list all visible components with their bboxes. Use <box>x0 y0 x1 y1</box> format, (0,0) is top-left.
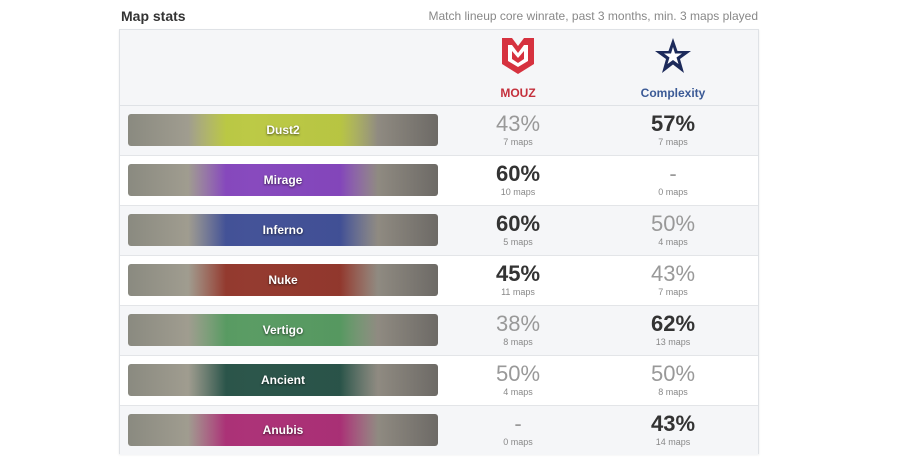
winrate-cell: -0 maps <box>613 161 733 197</box>
map-tint <box>188 214 378 246</box>
map-name: Anubis <box>262 423 304 437</box>
map-banner: Dust2 <box>128 114 438 146</box>
winrate-cell: 43% 7 maps <box>613 261 733 297</box>
map-banner: Vertigo <box>128 314 438 346</box>
map-row: Ancient 50% 4 maps 50% 8 maps <box>120 356 758 406</box>
map-banner: Inferno <box>128 214 438 246</box>
map-tint <box>188 164 378 196</box>
winrate: 38% <box>495 311 541 336</box>
winrate: 50% <box>495 361 541 386</box>
map-banner: Ancient <box>128 364 438 396</box>
maps-played: 7 maps <box>503 137 533 147</box>
team-logo <box>655 38 691 73</box>
map-row: Anubis -0 maps 43% 14 maps <box>120 406 758 455</box>
winrate: 43% <box>650 261 696 286</box>
map-row: Mirage 60% 10 maps -0 maps <box>120 156 758 206</box>
map-tint <box>188 264 378 296</box>
winrate-cell: 50% 4 maps <box>458 361 578 397</box>
winrate: 50% <box>650 361 696 386</box>
map-name: Ancient <box>260 373 305 387</box>
winrate-cell: 60% 5 maps <box>458 211 578 247</box>
maps-played: 4 maps <box>503 387 533 397</box>
winrate: 43% <box>495 111 541 136</box>
map-name: Inferno <box>262 223 304 237</box>
winrate-cell: 50% 4 maps <box>613 211 733 247</box>
subtitle: Match lineup core winrate, past 3 months… <box>428 9 759 23</box>
stats-table: MOUZ Complexity Dust2 43% 7 maps 57% 7 maps M… <box>119 29 759 455</box>
maps-played: 0 maps <box>658 187 688 197</box>
team-logo <box>502 38 534 74</box>
winrate-cell: 60% 10 maps <box>458 161 578 197</box>
team-name: MOUZ <box>500 86 536 100</box>
team-header: MOUZ <box>458 36 578 100</box>
team-name: Complexity <box>640 86 706 100</box>
winrate: 50% <box>650 211 696 236</box>
winrate: 60% <box>495 161 541 186</box>
map-tint <box>188 364 378 396</box>
maps-played: 7 maps <box>658 137 688 147</box>
maps-played: 8 maps <box>658 387 688 397</box>
title: Map stats <box>121 8 186 24</box>
maps-played: 13 maps <box>655 337 691 347</box>
winrate: - <box>669 161 677 186</box>
team-header: Complexity <box>613 36 733 100</box>
map-tint <box>188 114 378 146</box>
map-banner: Anubis <box>128 414 438 446</box>
winrate-cell: -0 maps <box>458 411 578 447</box>
maps-played: 5 maps <box>503 237 533 247</box>
winrate-cell: 45% 11 maps <box>458 261 578 297</box>
winrate-cell: 57% 7 maps <box>613 111 733 147</box>
winrate-cell: 38% 8 maps <box>458 311 578 347</box>
winrate: 45% <box>495 261 541 286</box>
map-name: Dust2 <box>266 123 300 137</box>
map-tint <box>188 414 378 446</box>
map-row: Vertigo 38% 8 maps 62% 13 maps <box>120 306 758 356</box>
maps-played: 8 maps <box>503 337 533 347</box>
winrate: 62% <box>650 311 696 336</box>
maps-played: 7 maps <box>658 287 688 297</box>
winrate: 57% <box>650 111 696 136</box>
winrate-cell: 43% 7 maps <box>458 111 578 147</box>
winrate: 60% <box>495 211 541 236</box>
maps-played: 10 maps <box>500 187 536 197</box>
map-row: Dust2 43% 7 maps 57% 7 maps <box>120 106 758 156</box>
map-name: Nuke <box>268 273 298 287</box>
winrate-cell: 50% 8 maps <box>613 361 733 397</box>
map-row: Inferno 60% 5 maps 50% 4 maps <box>120 206 758 256</box>
map-tint <box>188 314 378 346</box>
maps-played: 0 maps <box>503 437 533 447</box>
map-banner: Nuke <box>128 264 438 296</box>
table-body: Dust2 43% 7 maps 57% 7 maps Mirage 60% 10 maps -… <box>120 106 758 455</box>
winrate-cell: 62% 13 maps <box>613 311 733 347</box>
map-row: Nuke 45% 11 maps 43% 7 maps <box>120 256 758 306</box>
map-name: Vertigo <box>262 323 304 337</box>
maps-played: 4 maps <box>658 237 688 247</box>
maps-played: 14 maps <box>655 437 691 447</box>
maps-played: 11 maps <box>501 287 535 297</box>
winrate-cell: 43% 14 maps <box>613 411 733 447</box>
map-banner: Mirage <box>128 164 438 196</box>
winrate: - <box>514 411 522 436</box>
map-name: Mirage <box>263 173 303 187</box>
winrate: 43% <box>650 411 696 436</box>
table-header: MOUZ Complexity <box>120 30 758 106</box>
